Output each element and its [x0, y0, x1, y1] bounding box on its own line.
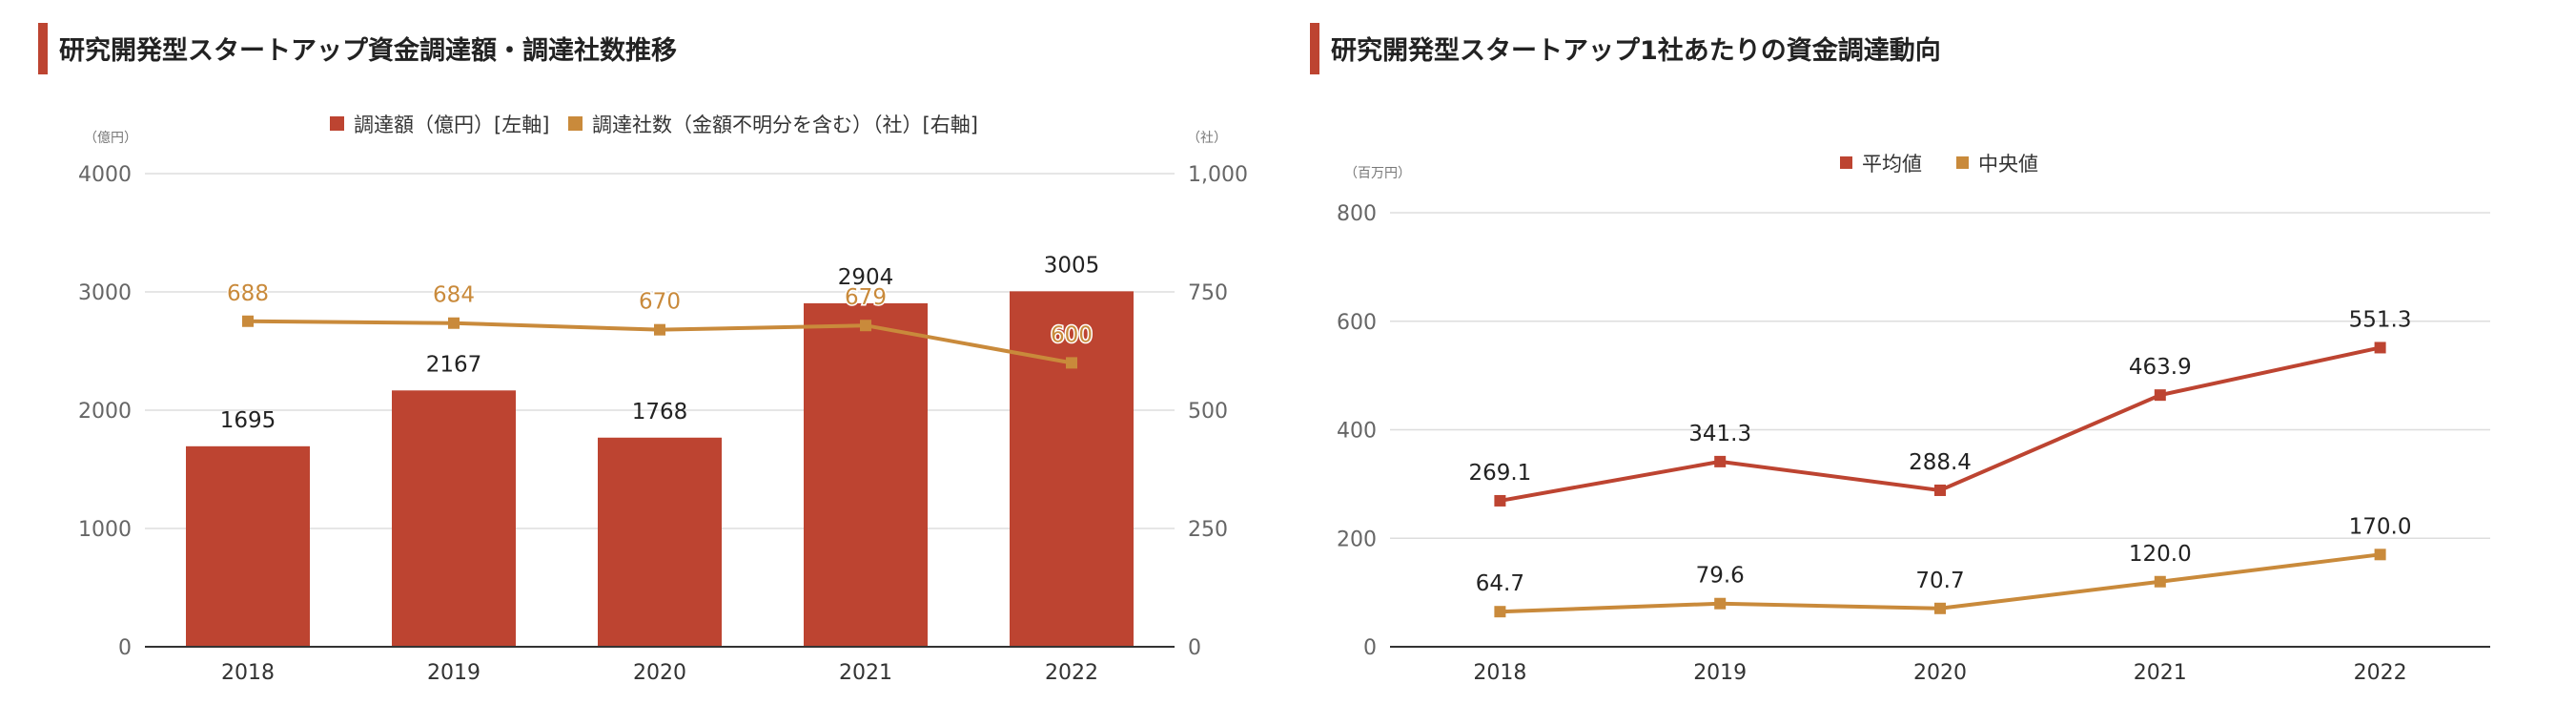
y-tick-left: 2000	[78, 400, 132, 424]
line-point	[1494, 494, 1506, 507]
line-point	[1714, 597, 1727, 610]
bar	[1010, 291, 1134, 647]
legend-label: 調達額（億円）[左軸]	[354, 114, 549, 136]
x-tick-label: 2021	[839, 661, 892, 685]
y-tick: 600	[1337, 311, 1377, 335]
chart-title-right: 研究開発型スタートアップ1社あたりの資金調達動向	[1310, 21, 1941, 74]
y-tick: 800	[1337, 202, 1377, 226]
y-unit: （百万円）	[1344, 166, 1411, 181]
data-label: 70.7	[1915, 569, 1964, 593]
data-label: 170.0	[2349, 514, 2412, 539]
x-tick-label: 2022	[2354, 661, 2407, 685]
legend-marker	[1956, 156, 1969, 169]
bar	[804, 302, 928, 647]
x-tick-label: 2020	[1913, 661, 1967, 685]
line-point	[1934, 484, 1946, 496]
y-tick-left: 0	[118, 636, 132, 660]
bar-label: 2167	[426, 352, 482, 377]
legend-label: 平均値	[1862, 153, 1922, 176]
line-point	[1066, 357, 1077, 369]
y-tick-left: 3000	[78, 281, 132, 305]
line-point	[654, 323, 665, 336]
line-label: 684	[433, 283, 475, 308]
legend-marker	[330, 116, 344, 131]
x-tick-label: 2019	[427, 661, 480, 685]
y-tick: 0	[1363, 636, 1377, 660]
data-label: 341.3	[1688, 422, 1751, 446]
line-label: 600	[1051, 322, 1093, 347]
line-point	[1494, 606, 1506, 618]
y-tick: 200	[1337, 528, 1377, 551]
y-tick-right: 250	[1188, 518, 1228, 542]
chart-title-left: 研究開発型スタートアップ資金調達額・調達社数推移	[38, 21, 677, 74]
x-tick-label: 2022	[1045, 661, 1098, 685]
x-tick-label: 2020	[633, 661, 686, 685]
y-tick: 400	[1337, 420, 1377, 444]
line-point	[2154, 575, 2166, 588]
y-unit-left: （億円）	[84, 131, 137, 146]
line-point	[2374, 342, 2386, 354]
bar-label: 1695	[220, 408, 276, 433]
bar-label: 3005	[1044, 253, 1100, 278]
y-tick-left: 4000	[78, 163, 132, 187]
line-label: 688	[227, 281, 269, 306]
legend-marker	[568, 116, 583, 131]
data-label: 288.4	[1909, 450, 1972, 475]
y-unit-right: （社）	[1187, 131, 1227, 146]
bar-label: 1768	[632, 400, 688, 424]
line-point	[1934, 602, 1946, 614]
data-label: 64.7	[1476, 571, 1524, 596]
x-tick-label: 2018	[221, 661, 275, 685]
y-tick-right: 500	[1188, 400, 1228, 424]
data-label: 551.3	[2349, 307, 2412, 332]
y-tick-right: 1,000	[1188, 163, 1248, 187]
line-point	[2154, 389, 2166, 402]
line-point	[2374, 549, 2386, 561]
legend-label: 調達社数（金額不明分を含む）（社）[右軸]	[592, 114, 978, 136]
line-point	[448, 317, 460, 329]
y-tick-right: 750	[1188, 281, 1228, 305]
x-tick-label: 2018	[1473, 661, 1526, 685]
y-tick-left: 1000	[78, 518, 132, 542]
bar	[598, 437, 722, 647]
x-tick-label: 2021	[2134, 661, 2187, 685]
legend-label: 中央値	[1978, 153, 2038, 176]
line-point	[1714, 455, 1727, 467]
line-point	[860, 320, 871, 332]
data-label: 79.6	[1696, 564, 1745, 589]
data-label: 463.9	[2129, 355, 2192, 380]
legend-marker	[1840, 156, 1852, 169]
bar	[392, 390, 516, 647]
data-label: 120.0	[2129, 542, 2192, 567]
line-label: 670	[639, 290, 681, 315]
bar-label: 2904	[838, 265, 894, 290]
line-point	[242, 315, 254, 327]
data-label: 269.1	[1468, 461, 1531, 486]
bar	[186, 445, 310, 647]
x-tick-label: 2019	[1693, 661, 1747, 685]
series-line	[1500, 345, 2382, 503]
y-tick-right: 0	[1188, 636, 1201, 660]
line-label: 679	[845, 285, 887, 310]
